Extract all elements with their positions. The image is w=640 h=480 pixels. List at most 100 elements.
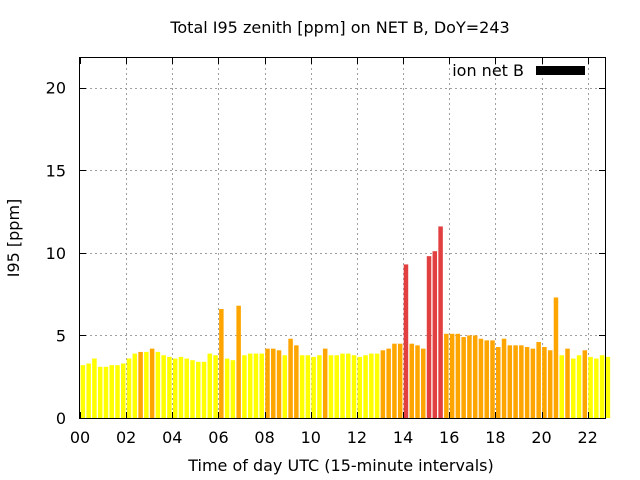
bar [144,351,149,418]
bar [507,345,513,418]
bar [513,345,518,418]
bar [363,355,368,418]
bar [282,355,288,418]
bar [519,345,524,418]
bar [536,342,541,418]
bar [496,346,501,418]
bar [132,353,138,418]
bar [149,348,155,418]
bar [421,348,426,418]
bar [346,353,351,418]
x-tick-label: 06 [208,428,228,447]
bar [576,355,582,418]
x-tick-label: 22 [578,428,598,447]
x-tick-label: 14 [393,428,413,447]
bar [478,338,484,418]
bar [196,361,201,418]
y-tick-label: 15 [46,161,66,180]
bar [351,355,357,418]
bar [155,351,161,418]
x-tick-label: 20 [531,428,551,447]
bar [294,345,299,418]
legend-label: ion net B [452,61,524,80]
x-tick-label: 16 [439,428,459,447]
bar [403,264,409,418]
bar [426,256,432,418]
bar [340,353,345,418]
bar [565,348,570,418]
bar [317,355,322,418]
ticks [80,58,605,419]
bar [380,350,386,418]
bar [392,343,397,418]
bar [103,366,109,418]
y-tick-label: 20 [46,79,66,98]
bar [588,356,593,418]
x-tick-label: 02 [116,428,136,447]
bar [311,356,316,418]
bar [432,251,438,418]
bar [288,338,293,418]
bar [415,345,420,418]
bar [369,353,374,418]
bar [553,297,559,418]
bar [438,226,443,418]
bar [322,348,328,418]
bar [357,356,363,418]
bar [444,333,449,418]
bar [559,355,564,418]
bar [374,353,380,418]
x-tick-label: 18 [485,428,505,447]
bar [490,340,495,418]
bar [121,363,126,418]
y-tick-labels: 0 5 10 15 20 [46,79,66,428]
bar [449,333,455,418]
bar [138,351,143,418]
bar [207,353,213,418]
x-tick-label: 12 [347,428,367,447]
bar [582,350,588,418]
bar [542,346,547,418]
bar [172,358,178,418]
bar [501,338,507,418]
bar [530,348,536,418]
bar [97,366,103,418]
bar [594,358,599,418]
bar [213,355,218,418]
bar [605,356,611,418]
bar [484,340,489,418]
x-tick-label: 04 [162,428,182,447]
bar [219,309,224,418]
bar [409,343,414,418]
bars [80,226,611,418]
bar [86,363,91,418]
bar [472,335,478,418]
x-tick-label: 08 [254,428,274,447]
plot-frame [79,57,606,419]
bar [328,355,334,418]
y-tick-label: 5 [56,326,66,345]
bar [467,335,472,418]
bar [236,305,241,418]
bar [190,360,195,418]
bar [397,343,403,418]
bar [571,358,576,418]
bar [161,355,166,418]
bar [259,353,264,418]
bar [461,337,466,418]
bar [271,348,276,418]
bar [265,348,270,418]
y-tick-label: 0 [56,409,66,428]
bar [299,355,305,418]
y-tick-label: 10 [46,244,66,263]
bar [242,355,247,418]
bar [184,358,189,418]
bar [455,333,461,418]
bar [126,358,132,418]
chart-title: Total I95 zenith [ppm] on NET B, DoY=243 [169,18,509,37]
y-axis-label: I95 [ppm] [4,199,23,278]
bar [305,355,311,418]
bar [92,358,97,418]
bar [201,361,207,418]
